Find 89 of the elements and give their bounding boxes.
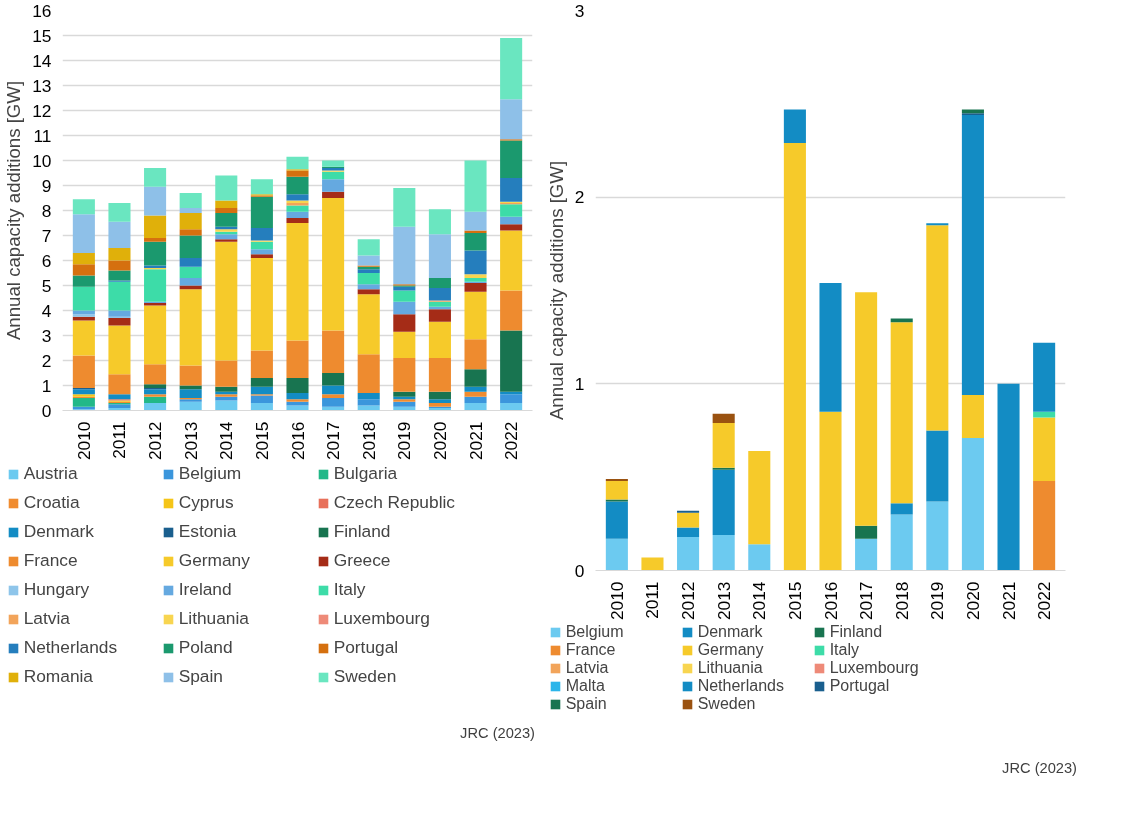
x-tick-label: 2010 <box>606 581 627 621</box>
x-tick-label: 2022 <box>1034 581 1055 621</box>
x-tick-label: 2012 <box>678 581 699 621</box>
legend-label: Lithuania <box>178 608 250 629</box>
legend-label: Sweden <box>697 695 757 713</box>
x-tick-label: 2019 <box>394 421 415 461</box>
legend-label: France <box>565 641 617 659</box>
y-tick-label: 15 <box>32 25 52 46</box>
x-tick-label: 2021 <box>998 581 1019 621</box>
y-tick-label: 10 <box>32 150 52 171</box>
legend-label: Netherlands <box>697 677 785 695</box>
text: JRC (2023) <box>1002 759 1077 778</box>
x-tick-label: 2011 <box>642 581 663 619</box>
legend-label: Poland <box>178 637 234 658</box>
legend-label: Latvia <box>23 608 71 629</box>
legend-label: Spain <box>178 666 224 687</box>
legend-label: Germany <box>178 550 251 571</box>
y-tick-label: 3 <box>41 325 52 346</box>
legend-label: Romania <box>23 666 94 687</box>
legend-label: Estonia <box>178 521 238 542</box>
x-tick-label: 2011 <box>109 421 130 459</box>
x-tick-label: 2020 <box>429 421 450 461</box>
y-tick-label: 2 <box>41 350 52 371</box>
x-tick-label: 2014 <box>216 421 237 461</box>
y-tick-label: 11 <box>33 125 52 146</box>
legend-label: Malta <box>565 677 606 695</box>
x-tick-label: 2020 <box>962 581 983 621</box>
legend-label: Cyprus <box>178 492 235 513</box>
x-tick-label: 2019 <box>927 581 948 621</box>
legend-label: Finland <box>829 623 884 641</box>
legend-label: Spain <box>565 695 608 713</box>
x-tick-label: 2022 <box>501 421 522 461</box>
y-tick-label: 7 <box>41 225 52 246</box>
y-tick-label: 1 <box>41 375 52 396</box>
y-tick-label: 3 <box>574 0 585 21</box>
legend-label: Croatia <box>23 492 81 513</box>
legend-label: Belgium <box>178 463 243 484</box>
x-tick-label: 2015 <box>251 421 272 461</box>
legend-label: Belgium <box>565 623 625 641</box>
legend-label: Luxembourg <box>333 608 431 629</box>
text: JRC (2023) <box>460 724 535 743</box>
x-tick-label: 2014 <box>749 581 770 621</box>
y-tick-label: 0 <box>41 400 52 421</box>
y-axis-title: Annual capacity additions [GW] <box>545 160 567 421</box>
legend-label: Ireland <box>178 579 233 600</box>
legend-label: Italy <box>829 641 860 659</box>
x-tick-label: 2017 <box>856 581 877 621</box>
legend-label: Lithuania <box>697 659 764 677</box>
y-tick-label: 1 <box>574 373 585 394</box>
y-tick-label: 2 <box>574 187 585 208</box>
x-tick-label: 2016 <box>287 421 308 461</box>
legend-label: France <box>23 550 79 571</box>
x-tick-label: 2021 <box>465 421 486 461</box>
y-tick-label: 0 <box>574 560 585 581</box>
legend-label: Bulgaria <box>333 463 399 484</box>
legend-label: Czech Republic <box>333 492 456 513</box>
legend-label: Sweden <box>333 666 398 687</box>
y-tick-label: 5 <box>41 275 52 296</box>
x-tick-label: 2018 <box>358 421 379 461</box>
legend-label: Denmark <box>697 623 764 641</box>
y-tick-label: 9 <box>41 175 52 196</box>
legend-label: Portugal <box>829 677 891 695</box>
y-tick-label: 16 <box>32 0 52 21</box>
legend-label: Austria <box>23 463 79 484</box>
x-tick-label: 2010 <box>73 421 94 461</box>
y-tick-label: 6 <box>41 250 52 271</box>
y-tick-label: 13 <box>32 75 52 96</box>
legend-label: Italy <box>333 579 367 600</box>
x-tick-label: 2013 <box>713 581 734 621</box>
x-tick-label: 2013 <box>180 421 201 461</box>
y-tick-label: 8 <box>41 200 52 221</box>
y-axis-title: Annual capacity additions [GW] <box>3 80 25 341</box>
legend-label: Hungary <box>23 579 91 600</box>
y-tick-label: 14 <box>32 50 52 71</box>
x-tick-label: 2016 <box>820 581 841 621</box>
legend-label: Latvia <box>565 659 610 677</box>
x-tick-label: 2018 <box>891 581 912 621</box>
y-tick-label: 4 <box>41 300 52 321</box>
legend-label: Luxembourg <box>829 659 920 677</box>
legend-label: Portugal <box>333 637 400 658</box>
legend-label: Greece <box>333 550 392 571</box>
x-tick-label: 2017 <box>323 421 344 461</box>
legend-label: Germany <box>697 641 765 659</box>
y-tick-label: 12 <box>32 100 52 121</box>
legend-label: Finland <box>333 521 392 542</box>
x-tick-label: 2012 <box>145 421 166 461</box>
legend-label: Netherlands <box>23 637 119 658</box>
legend-label: Denmark <box>23 521 95 542</box>
x-tick-label: 2015 <box>784 581 805 621</box>
